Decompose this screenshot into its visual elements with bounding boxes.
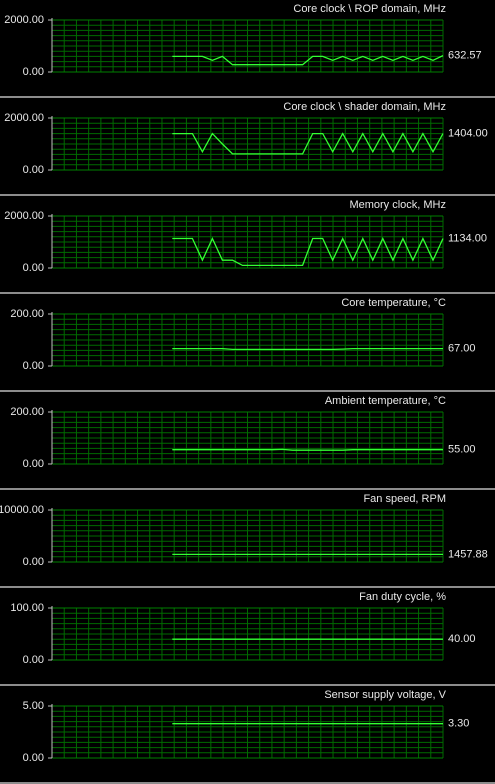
y-tick-label: 200.00 <box>10 406 44 418</box>
y-tick-label: 2000.00 <box>4 210 44 222</box>
panel-separator <box>0 96 495 98</box>
y-tick-label: 0.00 <box>23 458 44 470</box>
panel-separator <box>0 586 495 588</box>
current-value-label: 3.30 <box>448 718 469 730</box>
data-line <box>172 347 443 351</box>
current-value-label: 55.00 <box>448 444 476 456</box>
panel-separator <box>0 488 495 490</box>
chart-title: Memory clock, MHz <box>349 199 446 211</box>
chart-title: Ambient temperature, °C <box>325 395 446 407</box>
panel-separator <box>0 390 495 392</box>
data-line <box>172 132 444 155</box>
y-tick-label: 0.00 <box>23 66 44 78</box>
current-value-label: 1134.00 <box>448 232 487 244</box>
y-tick-label: 0.00 <box>23 262 44 274</box>
chart-title: Fan duty cycle, % <box>359 591 446 603</box>
data-line <box>172 236 444 267</box>
chart-title: Core clock \ ROP domain, MHz <box>293 3 446 15</box>
chart-title: Sensor supply voltage, V <box>324 689 446 701</box>
y-tick-label: 100.00 <box>10 602 44 614</box>
y-tick-label: 2000.00 <box>4 112 44 124</box>
y-tick-label: 0.00 <box>23 360 44 372</box>
chart-title: Core clock \ shader domain, MHz <box>283 101 446 113</box>
y-tick-label: 200.00 <box>10 308 44 320</box>
panel-separator <box>0 194 495 196</box>
current-value-label: 1404.00 <box>448 127 488 139</box>
y-tick-label: 0.00 <box>23 556 44 568</box>
data-line <box>172 448 443 451</box>
y-tick-label: 0.00 <box>23 164 44 176</box>
y-tick-label: 10000.00 <box>0 504 44 516</box>
panel-separator <box>0 292 495 294</box>
current-value-label: 632.57 <box>448 49 482 61</box>
y-tick-label: 5.00 <box>23 700 44 712</box>
data-line <box>172 55 444 66</box>
current-value-label: 40.00 <box>448 633 476 645</box>
panel-separator <box>0 684 495 686</box>
panel-separator <box>0 782 495 784</box>
current-value-label: 67.00 <box>448 342 476 354</box>
chart-title: Fan speed, RPM <box>363 493 446 505</box>
chart-title: Core temperature, °C <box>341 297 446 309</box>
y-tick-label: 0.00 <box>23 654 44 666</box>
y-tick-label: 2000.00 <box>4 14 44 26</box>
current-value-label: 1457.88 <box>448 548 488 560</box>
y-tick-label: 0.00 <box>23 752 44 764</box>
